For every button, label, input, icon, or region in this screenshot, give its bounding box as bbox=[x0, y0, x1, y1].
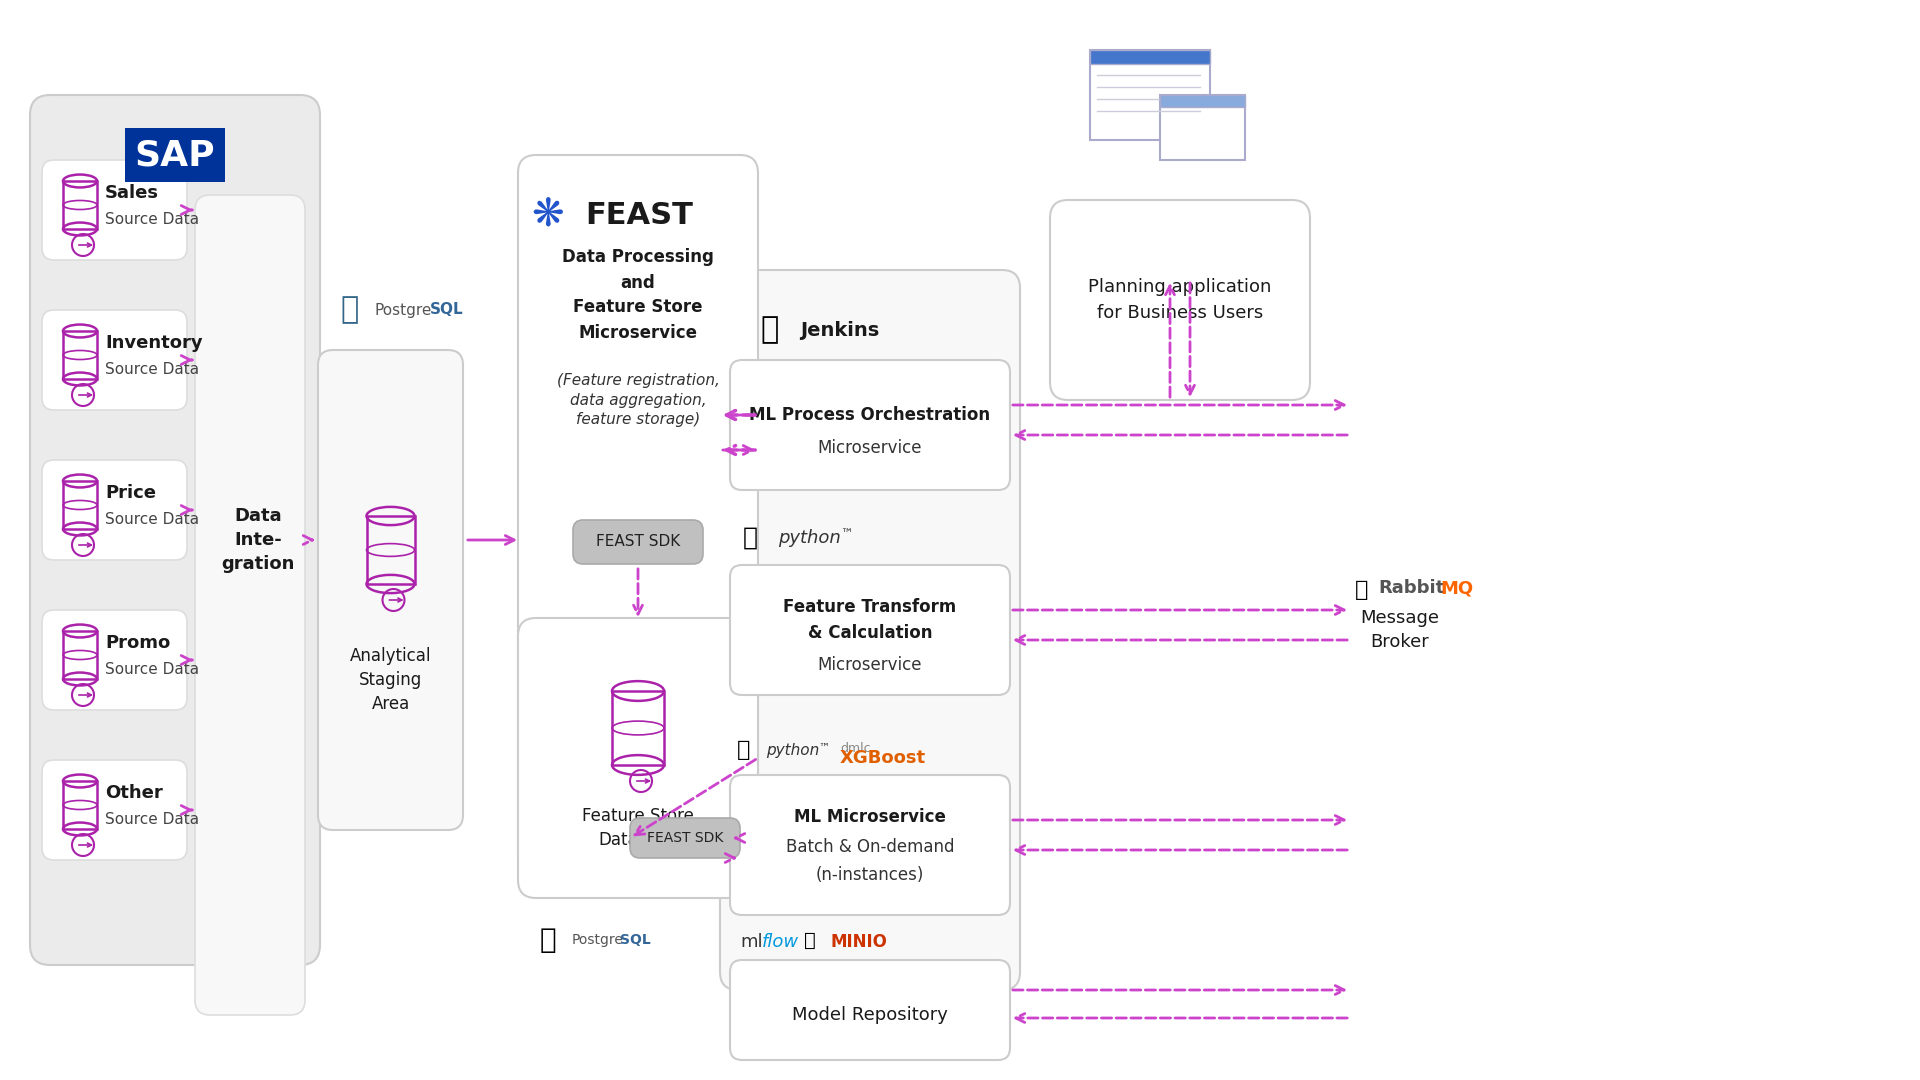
Text: FEAST SDK: FEAST SDK bbox=[595, 535, 680, 550]
Text: SQL: SQL bbox=[430, 302, 463, 318]
Text: (Feature registration,
data aggregation,
feature storage): (Feature registration, data aggregation,… bbox=[557, 373, 720, 428]
Bar bbox=[367, 516, 415, 584]
Text: Feature Store
Database: Feature Store Database bbox=[582, 807, 693, 849]
Text: Batch & On-demand: Batch & On-demand bbox=[785, 838, 954, 856]
Text: Analytical
Staging
Area: Analytical Staging Area bbox=[349, 647, 432, 713]
Text: python: python bbox=[766, 743, 820, 757]
Text: ™: ™ bbox=[841, 528, 852, 541]
Text: ❋: ❋ bbox=[532, 195, 564, 234]
FancyBboxPatch shape bbox=[630, 818, 739, 858]
FancyBboxPatch shape bbox=[196, 195, 305, 1015]
Text: Model Repository: Model Repository bbox=[793, 1005, 948, 1024]
Text: ™: ™ bbox=[818, 743, 829, 753]
Text: Source Data: Source Data bbox=[106, 213, 200, 228]
Text: ML Microservice: ML Microservice bbox=[795, 808, 947, 826]
Bar bbox=[1160, 95, 1244, 107]
FancyBboxPatch shape bbox=[518, 618, 758, 897]
FancyBboxPatch shape bbox=[730, 565, 1010, 696]
Text: 🐍: 🐍 bbox=[737, 740, 751, 760]
FancyBboxPatch shape bbox=[730, 960, 1010, 1059]
Text: ml: ml bbox=[739, 933, 762, 951]
Text: 🎩: 🎩 bbox=[760, 315, 780, 345]
Text: Source Data: Source Data bbox=[106, 662, 200, 677]
Text: FEAST SDK: FEAST SDK bbox=[647, 831, 724, 845]
Text: 🐘: 🐘 bbox=[342, 296, 359, 324]
Text: dmlc: dmlc bbox=[841, 742, 870, 755]
Bar bbox=[63, 181, 98, 229]
Bar bbox=[612, 691, 664, 765]
Text: Source Data: Source Data bbox=[106, 812, 200, 827]
Text: 🐍: 🐍 bbox=[743, 526, 758, 550]
FancyBboxPatch shape bbox=[572, 519, 703, 564]
Text: Feature Transform: Feature Transform bbox=[783, 598, 956, 616]
Text: python: python bbox=[778, 529, 841, 546]
Text: Inventory: Inventory bbox=[106, 334, 204, 352]
FancyBboxPatch shape bbox=[730, 775, 1010, 915]
Text: (n-instances): (n-instances) bbox=[816, 866, 924, 885]
FancyBboxPatch shape bbox=[518, 156, 758, 875]
FancyBboxPatch shape bbox=[42, 610, 186, 710]
Text: Microservice: Microservice bbox=[818, 438, 922, 457]
FancyBboxPatch shape bbox=[720, 270, 1020, 990]
Text: Message
Broker: Message Broker bbox=[1361, 609, 1440, 651]
Text: Promo: Promo bbox=[106, 634, 171, 652]
Text: 🐰: 🐰 bbox=[1356, 580, 1369, 600]
FancyBboxPatch shape bbox=[42, 460, 186, 561]
Text: 🔥: 🔥 bbox=[804, 931, 816, 949]
Text: MQ: MQ bbox=[1440, 579, 1473, 597]
Text: Source Data: Source Data bbox=[106, 363, 200, 378]
Bar bbox=[1160, 95, 1244, 160]
FancyBboxPatch shape bbox=[319, 350, 463, 831]
Text: flow: flow bbox=[762, 933, 799, 951]
Bar bbox=[63, 781, 98, 829]
Bar bbox=[1091, 50, 1210, 140]
Text: Data
Inte-
gration: Data Inte- gration bbox=[221, 508, 294, 572]
FancyBboxPatch shape bbox=[42, 310, 186, 410]
Text: Jenkins: Jenkins bbox=[801, 321, 879, 339]
Text: Price: Price bbox=[106, 484, 156, 502]
Bar bbox=[63, 631, 98, 679]
Text: XGBoost: XGBoost bbox=[841, 750, 925, 767]
Text: Planning application
for Business Users: Planning application for Business Users bbox=[1089, 279, 1271, 322]
FancyBboxPatch shape bbox=[1050, 200, 1309, 400]
Text: Postgre: Postgre bbox=[374, 302, 432, 318]
Text: MINIO: MINIO bbox=[829, 933, 887, 951]
Text: 🐘: 🐘 bbox=[540, 926, 557, 954]
Bar bbox=[63, 330, 98, 379]
Text: SQL: SQL bbox=[620, 933, 651, 947]
Text: Source Data: Source Data bbox=[106, 513, 200, 527]
Bar bbox=[1091, 50, 1210, 64]
FancyBboxPatch shape bbox=[42, 760, 186, 860]
FancyBboxPatch shape bbox=[42, 160, 186, 260]
Text: Microservice: Microservice bbox=[818, 656, 922, 674]
Text: Other: Other bbox=[106, 784, 163, 802]
Text: & Calculation: & Calculation bbox=[808, 624, 933, 642]
FancyBboxPatch shape bbox=[31, 95, 321, 966]
Text: Postgre: Postgre bbox=[572, 933, 624, 947]
Text: ML Process Orchestration: ML Process Orchestration bbox=[749, 406, 991, 424]
Text: Sales: Sales bbox=[106, 184, 159, 202]
Text: Rabbit: Rabbit bbox=[1379, 579, 1444, 597]
Text: SAP: SAP bbox=[134, 138, 215, 172]
Text: FEAST: FEAST bbox=[586, 201, 693, 230]
Bar bbox=[63, 481, 98, 529]
Text: Data Processing
and
Feature Store
Microservice: Data Processing and Feature Store Micros… bbox=[563, 248, 714, 341]
FancyBboxPatch shape bbox=[730, 360, 1010, 490]
